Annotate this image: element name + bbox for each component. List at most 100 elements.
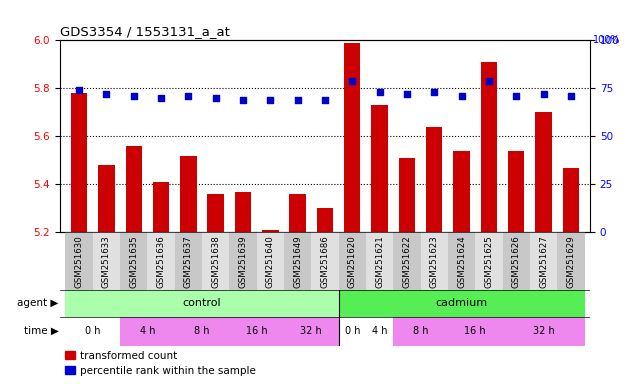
- Bar: [426, 127, 442, 232]
- Point: [429, 89, 439, 95]
- Bar: [399, 158, 415, 232]
- Text: GSM251635: GSM251635: [129, 235, 138, 288]
- Text: 8 h: 8 h: [413, 326, 428, 336]
- Text: GSM251629: GSM251629: [567, 235, 575, 288]
- Bar: [66, 290, 339, 317]
- Bar: [120, 232, 148, 290]
- Bar: [339, 232, 366, 290]
- Text: GSM251633: GSM251633: [102, 235, 111, 288]
- Bar: [421, 232, 448, 290]
- Bar: [372, 105, 388, 232]
- Text: GSM251623: GSM251623: [430, 235, 439, 288]
- Text: time ▶: time ▶: [24, 326, 59, 336]
- Bar: [481, 62, 497, 232]
- Point: [102, 91, 112, 97]
- Text: GSM251630: GSM251630: [74, 235, 83, 288]
- Point: [265, 97, 275, 103]
- Bar: [502, 317, 584, 346]
- Text: 100%: 100%: [593, 35, 620, 45]
- Bar: [557, 232, 584, 290]
- Point: [293, 97, 303, 103]
- Bar: [530, 232, 557, 290]
- Text: GSM251621: GSM251621: [375, 235, 384, 288]
- Point: [347, 78, 357, 84]
- Point: [375, 89, 385, 95]
- Point: [184, 93, 194, 99]
- Bar: [339, 290, 584, 317]
- Text: GSM251620: GSM251620: [348, 235, 357, 288]
- Bar: [175, 317, 229, 346]
- Bar: [502, 232, 530, 290]
- Bar: [454, 151, 469, 232]
- Bar: [284, 232, 311, 290]
- Bar: [317, 209, 333, 232]
- Text: GSM251622: GSM251622: [403, 235, 411, 288]
- Text: GSM251638: GSM251638: [211, 235, 220, 288]
- Bar: [208, 194, 224, 232]
- Bar: [175, 232, 202, 290]
- Point: [456, 93, 466, 99]
- Text: GSM251686: GSM251686: [321, 235, 329, 288]
- Text: GSM251626: GSM251626: [512, 235, 521, 288]
- Text: GSM251649: GSM251649: [293, 235, 302, 288]
- Bar: [475, 232, 502, 290]
- Text: GSM251636: GSM251636: [156, 235, 165, 288]
- Bar: [366, 317, 393, 346]
- Text: cadmium: cadmium: [435, 298, 488, 308]
- Text: 32 h: 32 h: [300, 326, 322, 336]
- Bar: [448, 232, 475, 290]
- Bar: [262, 230, 278, 232]
- Bar: [563, 167, 579, 232]
- Text: GSM251627: GSM251627: [539, 235, 548, 288]
- Bar: [393, 232, 421, 290]
- Point: [129, 93, 139, 99]
- Bar: [229, 232, 257, 290]
- Text: GSM251640: GSM251640: [266, 235, 275, 288]
- Bar: [120, 317, 175, 346]
- Bar: [126, 146, 142, 232]
- Point: [538, 91, 548, 97]
- Text: GDS3354 / 1553131_a_at: GDS3354 / 1553131_a_at: [60, 25, 230, 38]
- Text: GSM251625: GSM251625: [485, 235, 493, 288]
- Bar: [311, 232, 339, 290]
- Bar: [290, 194, 306, 232]
- Text: 0 h: 0 h: [85, 326, 100, 336]
- Text: 16 h: 16 h: [246, 326, 268, 336]
- Bar: [508, 151, 524, 232]
- Bar: [535, 113, 551, 232]
- Bar: [229, 317, 284, 346]
- Text: 8 h: 8 h: [194, 326, 209, 336]
- Bar: [180, 156, 196, 232]
- Text: GSM251624: GSM251624: [457, 235, 466, 288]
- Bar: [448, 317, 502, 346]
- Point: [320, 97, 330, 103]
- Point: [402, 91, 412, 97]
- Bar: [93, 232, 120, 290]
- Point: [484, 78, 494, 84]
- Text: 16 h: 16 h: [464, 326, 486, 336]
- Bar: [366, 232, 393, 290]
- Text: 0 h: 0 h: [345, 326, 360, 336]
- Bar: [71, 93, 87, 232]
- Bar: [202, 232, 229, 290]
- Bar: [235, 192, 251, 232]
- Point: [156, 95, 166, 101]
- Point: [566, 93, 576, 99]
- Text: GSM251637: GSM251637: [184, 235, 193, 288]
- Bar: [153, 182, 169, 232]
- Text: control: control: [183, 298, 221, 308]
- Point: [74, 87, 84, 93]
- Point: [211, 95, 221, 101]
- Bar: [98, 165, 115, 232]
- Text: 4 h: 4 h: [372, 326, 387, 336]
- Bar: [284, 317, 339, 346]
- Bar: [148, 232, 175, 290]
- Bar: [393, 317, 448, 346]
- Text: agent ▶: agent ▶: [17, 298, 59, 308]
- Text: GSM251639: GSM251639: [239, 235, 247, 288]
- Text: 32 h: 32 h: [533, 326, 555, 336]
- Bar: [66, 317, 120, 346]
- Bar: [339, 317, 366, 346]
- Bar: [344, 43, 360, 232]
- Point: [511, 93, 521, 99]
